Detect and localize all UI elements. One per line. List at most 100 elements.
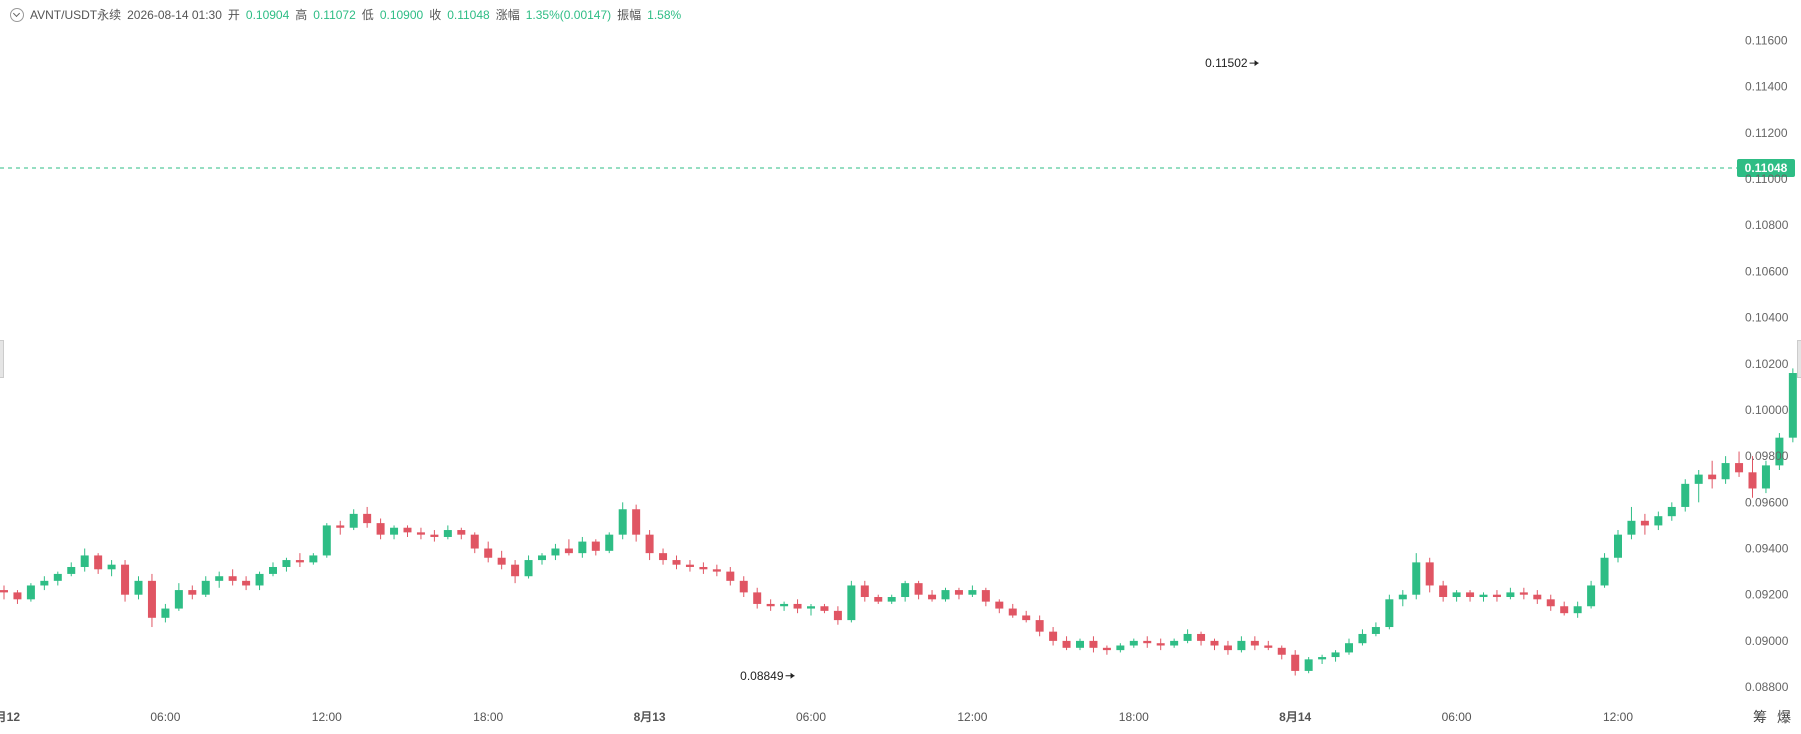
candle-body	[968, 590, 977, 595]
candle	[1533, 590, 1542, 604]
y-tick-label: 0.10800	[1745, 218, 1789, 232]
candle-body	[1250, 640, 1259, 646]
candle-body	[1681, 483, 1690, 507]
candle	[484, 541, 493, 563]
candle	[1089, 636, 1098, 653]
y-tick-label: 0.09800	[1745, 449, 1789, 463]
candle	[1788, 368, 1797, 443]
candle	[242, 576, 251, 591]
candle	[1425, 557, 1434, 593]
candle-body	[726, 571, 735, 581]
chip-distribution-tab[interactable]: 筹	[1753, 709, 1767, 725]
candle	[1614, 530, 1622, 563]
candle-body	[564, 548, 573, 554]
liquidation-tab[interactable]: 爆	[1777, 709, 1791, 725]
candle-body	[349, 513, 358, 528]
candle	[1035, 615, 1044, 637]
candle-body	[1466, 592, 1475, 598]
candle	[1385, 594, 1394, 630]
candle-body	[1788, 373, 1797, 438]
candle	[53, 571, 62, 586]
candle-body	[1667, 506, 1676, 517]
candle	[0, 585, 8, 600]
candle-body	[80, 555, 89, 567]
candle	[255, 571, 264, 591]
open-label: 开	[227, 8, 240, 22]
candle	[416, 527, 425, 540]
candle-body	[712, 569, 721, 572]
candle	[1277, 645, 1286, 660]
candle	[13, 590, 22, 604]
candle-body	[430, 534, 439, 537]
candle-body	[632, 509, 641, 535]
candle	[1022, 610, 1031, 623]
candle	[887, 594, 896, 604]
candle-body	[26, 585, 35, 600]
y-tick-label: 0.10400	[1745, 311, 1789, 325]
candle-body	[470, 534, 479, 549]
candle-body	[1492, 594, 1501, 598]
candle-body	[1331, 652, 1340, 658]
right-panel-handle[interactable]	[1797, 340, 1801, 378]
candle-body	[1156, 643, 1165, 646]
candle-body	[1412, 562, 1421, 595]
candle-body	[659, 553, 668, 561]
candle-body	[1640, 520, 1649, 526]
candle-body	[605, 534, 614, 551]
candle	[174, 583, 183, 611]
candle	[1694, 470, 1703, 503]
candle-body	[1735, 463, 1744, 473]
candle-body	[793, 603, 802, 609]
y-tick-label: 0.10600	[1745, 264, 1789, 278]
candle-body	[416, 532, 425, 535]
candle	[1587, 580, 1596, 609]
candle	[201, 576, 210, 598]
y-tick-label: 0.11400	[1745, 80, 1788, 94]
candle	[1775, 433, 1784, 470]
y-tick-label: 0.09000	[1745, 634, 1789, 648]
candle	[807, 603, 815, 616]
candle	[215, 571, 224, 588]
candle	[295, 553, 304, 567]
candle-body	[901, 583, 910, 598]
candle-body	[524, 560, 533, 577]
candle-body	[1210, 640, 1219, 646]
candle-body	[269, 566, 277, 574]
candle-body	[174, 590, 183, 609]
x-axis[interactable]: 8月12 06:00 12:00 18:00 8月13 06:00 12:00 18:00 8月…	[0, 710, 1633, 724]
candle	[1183, 629, 1192, 644]
candle	[632, 504, 641, 542]
candle	[1170, 638, 1179, 648]
candle	[1735, 451, 1744, 477]
candle-body	[914, 583, 923, 595]
candle	[26, 583, 35, 602]
candle-body	[1143, 640, 1152, 644]
candle-body	[282, 560, 291, 567]
candle	[1102, 645, 1111, 655]
candle	[430, 530, 439, 542]
candle	[1627, 506, 1636, 540]
symbol-label: AVNT/USDT永续	[30, 8, 122, 22]
left-panel-handle[interactable]	[0, 340, 4, 378]
candle	[1116, 643, 1125, 653]
high-value: 0.11072	[313, 7, 356, 22]
candle	[497, 550, 506, 570]
collapse-chevron-icon[interactable]	[10, 7, 24, 22]
candle	[766, 599, 775, 611]
y-axis[interactable]: 0.11600 0.11400 0.11200 0.11000 0.10800 0.106…	[1745, 33, 1789, 694]
candle-body	[1587, 585, 1596, 607]
candle	[847, 580, 856, 623]
candle-body	[1398, 594, 1407, 600]
candle-body	[1452, 592, 1461, 598]
candle-body	[1761, 465, 1770, 489]
candle	[1398, 590, 1407, 607]
candle-body	[309, 555, 318, 563]
candle	[833, 606, 842, 625]
candle-body	[1775, 437, 1784, 466]
candle-body	[1116, 645, 1125, 651]
candle-body	[1533, 594, 1542, 600]
candle	[67, 562, 76, 577]
